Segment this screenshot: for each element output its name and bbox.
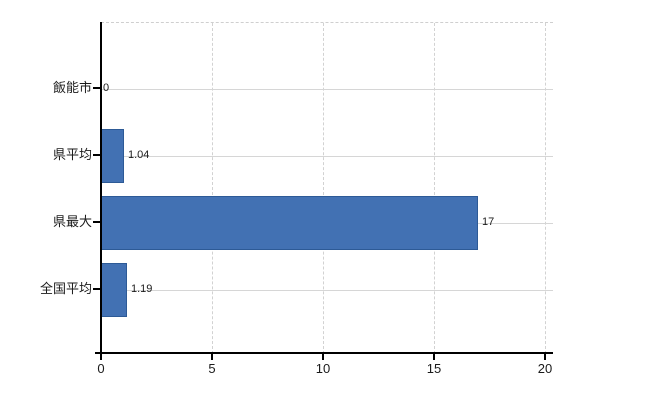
x-axis-tick [100, 354, 102, 360]
x-axis-tick-label: 15 [426, 361, 442, 376]
y-axis-tick [93, 221, 101, 223]
x-axis-tick [322, 354, 324, 360]
bar-value-label: 17 [482, 216, 495, 228]
x-axis-tick [544, 354, 546, 360]
bar [101, 129, 124, 183]
bar-value-label: 0 [103, 82, 110, 94]
x-axis-tick-label: 10 [315, 361, 331, 376]
x-axis-tick [211, 354, 213, 360]
bar [101, 196, 478, 250]
plot-area: 0 1.04 17 1.19 [101, 22, 553, 354]
gridline-vertical [323, 23, 324, 354]
category-gridline [101, 156, 553, 157]
y-axis-tick [93, 154, 101, 156]
gridline-vertical [212, 23, 213, 354]
bar-value-label: 1.19 [131, 283, 153, 295]
category-gridline [101, 89, 553, 90]
y-axis-category-label: 全国平均 [39, 281, 92, 296]
y-axis-tick [93, 87, 101, 89]
gridline-vertical [545, 23, 546, 354]
y-axis-category-label: 県平均 [52, 147, 92, 162]
x-axis-tick [433, 354, 435, 360]
x-axis-tick-label: 5 [208, 361, 216, 376]
x-axis-tick-label: 0 [97, 361, 105, 376]
x-axis-tick-label: 20 [537, 361, 553, 376]
bar-value-label: 1.04 [128, 149, 150, 161]
category-gridline [101, 290, 553, 291]
y-axis-category-label: 県最大 [52, 214, 92, 229]
y-axis-category-label: 飯能市 [52, 80, 92, 95]
y-axis-line [100, 22, 102, 360]
x-axis-line [95, 352, 553, 354]
bar [101, 263, 127, 317]
gridline-vertical [434, 23, 435, 354]
y-axis-tick [93, 288, 101, 290]
